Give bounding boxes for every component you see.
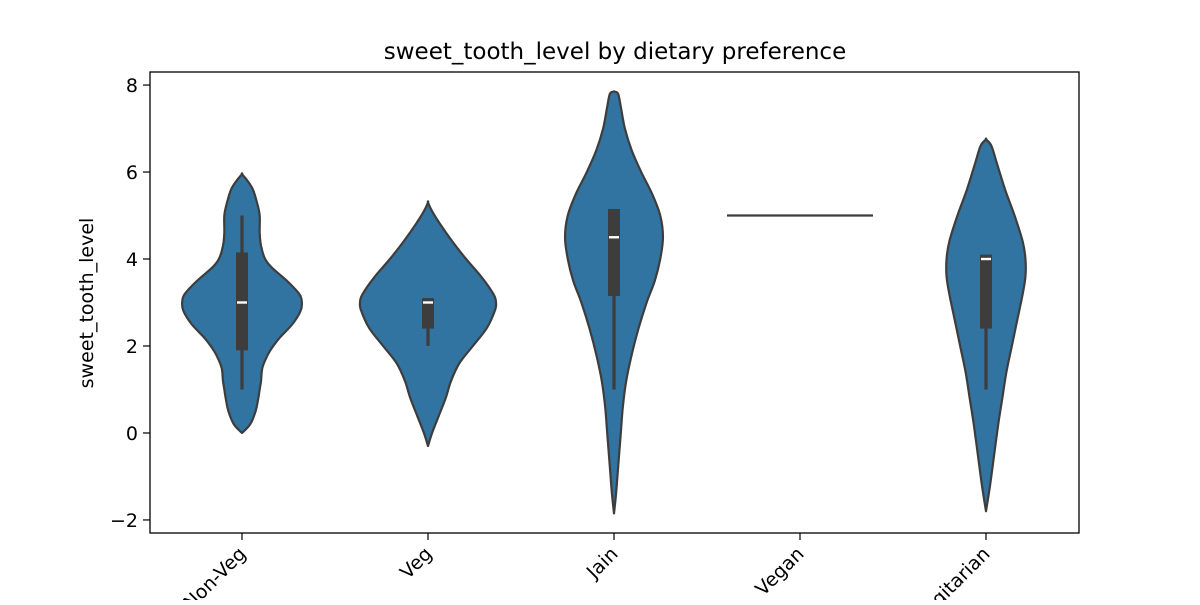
violin-iqr-box bbox=[608, 208, 620, 296]
y-axis-label: sweet_tooth_level bbox=[76, 218, 98, 389]
violin-non-veg bbox=[180, 172, 304, 435]
y-tick-label: −2 bbox=[110, 510, 138, 532]
violin-eggitarian bbox=[945, 137, 1027, 513]
y-tick-label: 8 bbox=[126, 75, 138, 97]
violin-jain bbox=[563, 90, 665, 515]
violin-iqr-box bbox=[980, 254, 992, 329]
violin-iqr-box bbox=[422, 298, 434, 329]
y-tick-label: 2 bbox=[126, 336, 138, 358]
y-tick-label: 6 bbox=[126, 162, 138, 184]
y-tick-label: 0 bbox=[126, 423, 138, 445]
y-tick-label: 4 bbox=[126, 249, 138, 271]
violin-veg bbox=[358, 200, 498, 448]
chart-title: sweet_tooth_level by dietary preference bbox=[384, 39, 846, 65]
